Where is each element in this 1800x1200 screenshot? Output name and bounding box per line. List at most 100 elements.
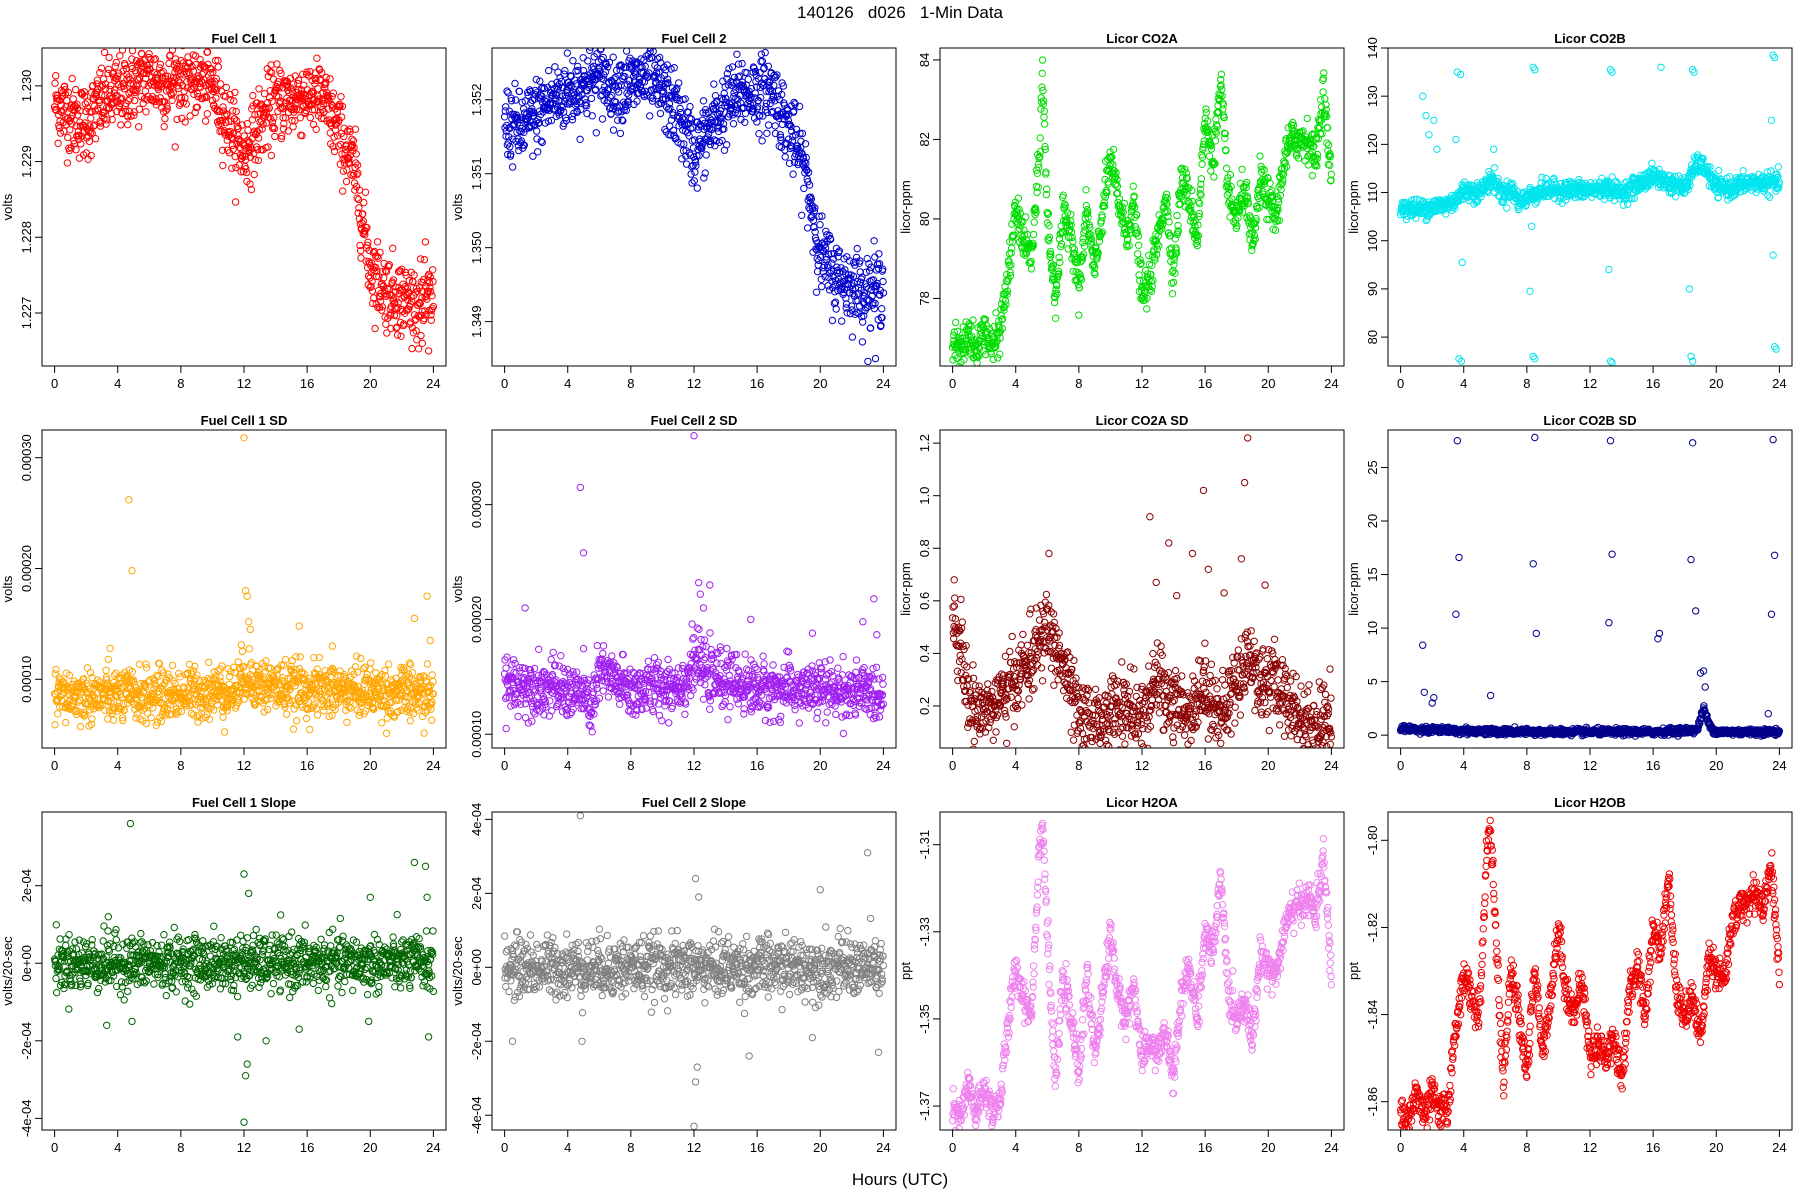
data-point (270, 114, 278, 122)
data-point (231, 88, 239, 97)
data-point (663, 75, 672, 83)
data-point (135, 105, 144, 113)
data-point (1056, 258, 1064, 267)
data-points (50, 48, 438, 355)
data-point (209, 87, 217, 96)
data-point (1423, 215, 1431, 223)
data-point (1289, 118, 1297, 127)
data-point (1155, 242, 1163, 250)
data-point (255, 85, 263, 93)
data-point (1250, 236, 1258, 245)
data-point (1098, 213, 1106, 222)
data-point (1006, 271, 1015, 280)
data-point (848, 302, 856, 310)
data-point (97, 64, 106, 72)
data-point (1032, 206, 1040, 214)
data-point (353, 161, 362, 169)
data-point (691, 168, 699, 176)
data-point (1181, 165, 1189, 174)
data-point (1135, 271, 1143, 279)
data-point (209, 68, 217, 77)
data-point (949, 356, 957, 364)
data-point (786, 120, 794, 129)
data-point (656, 53, 664, 62)
data-point (552, 96, 560, 105)
data-point (414, 345, 423, 353)
data-point (858, 338, 867, 346)
data-point (759, 112, 767, 120)
data-point (95, 700, 103, 709)
data-point (801, 140, 810, 148)
data-point (75, 154, 84, 162)
data-point (1313, 162, 1321, 170)
data-point (71, 102, 80, 110)
data-point (1198, 153, 1207, 161)
data-point (996, 350, 1004, 358)
data-point (1322, 101, 1330, 109)
data-point (762, 99, 771, 108)
data-point (837, 264, 845, 272)
data-point (114, 72, 122, 80)
data-point (128, 55, 136, 63)
data-point (1059, 191, 1068, 199)
y-tick-label: 80 (1365, 330, 1380, 344)
data-point (1490, 164, 1499, 172)
data-point (322, 73, 330, 82)
data-point (720, 125, 728, 133)
data-point (1097, 229, 1106, 238)
data-point (231, 198, 240, 206)
data-point (1243, 194, 1252, 203)
data-point (1038, 69, 1046, 78)
data-point (692, 162, 700, 170)
y-tick-label: 1.230 (19, 70, 34, 103)
data-point (393, 331, 402, 339)
panel-title: Fuel Cell 1 SD (201, 413, 288, 428)
data-point (851, 261, 859, 269)
y-tick-label: 1.349 (469, 305, 484, 338)
data-point (776, 131, 784, 139)
data-point (1252, 217, 1260, 225)
data-point (265, 104, 273, 112)
data-point (1086, 234, 1094, 242)
data-point (1195, 212, 1203, 221)
data-point (1266, 179, 1274, 188)
data-point (791, 131, 800, 139)
data-point (751, 89, 759, 97)
data-point (614, 116, 622, 124)
data-point (324, 93, 333, 101)
data-point (569, 57, 577, 65)
data-point (1513, 187, 1522, 195)
data-point (848, 333, 857, 341)
data-point (318, 68, 326, 77)
x-tick-label: 24 (426, 376, 440, 391)
data-point (840, 285, 849, 294)
data-point (157, 717, 166, 726)
data-point (1294, 154, 1303, 162)
data-point (1204, 117, 1212, 125)
data-point (619, 117, 627, 125)
data-point (106, 644, 114, 652)
data-point (56, 117, 64, 126)
data-point (351, 125, 360, 133)
data-point (1068, 233, 1076, 242)
data-point (561, 67, 569, 75)
data-point (1195, 209, 1204, 218)
data-point (1035, 163, 1043, 172)
data-point (283, 83, 292, 91)
data-point (397, 332, 405, 340)
data-point (1193, 233, 1201, 241)
panel-title: Licor CO2A (1106, 31, 1178, 46)
data-point (729, 111, 737, 119)
data-point (1113, 182, 1122, 190)
data-point (1472, 198, 1480, 207)
data-point (1094, 249, 1102, 257)
data-point (1134, 250, 1142, 258)
data-point (879, 289, 888, 297)
data-point (1764, 191, 1772, 199)
data-point (812, 236, 820, 245)
data-point (1029, 230, 1038, 239)
data-point (1490, 145, 1498, 153)
data-point (1310, 142, 1318, 150)
data-point (1001, 297, 1010, 305)
